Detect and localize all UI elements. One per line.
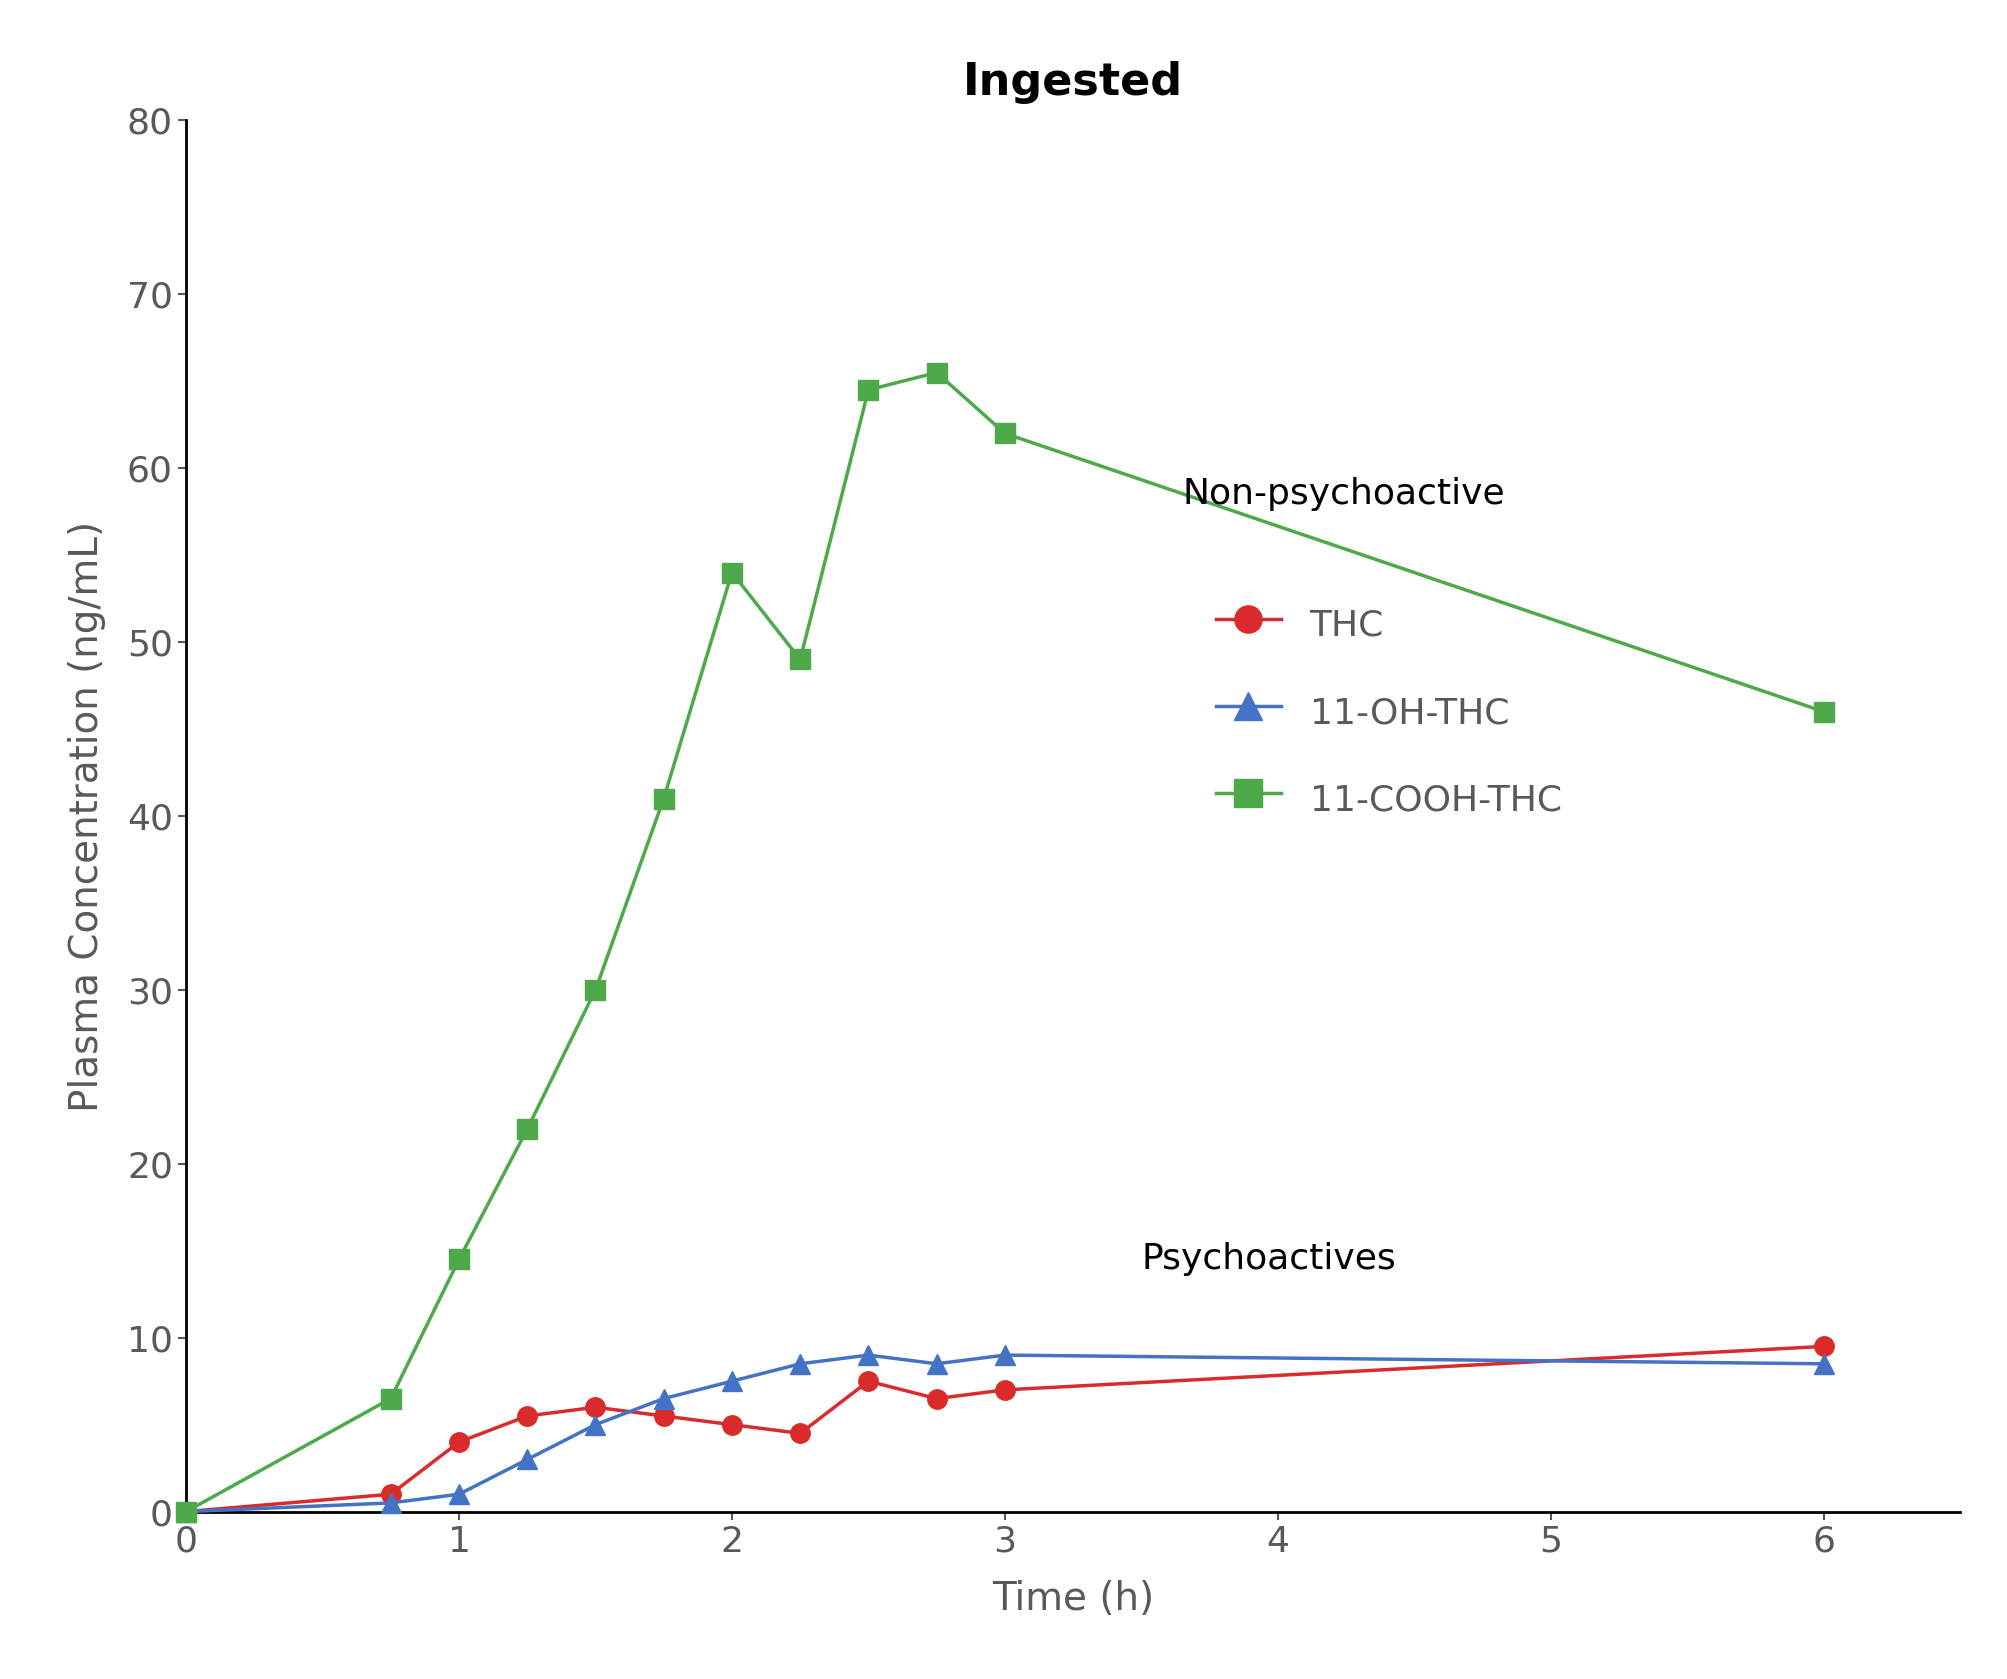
Y-axis label: Plasma Concentration (ng/mL): Plasma Concentration (ng/mL)	[68, 520, 106, 1111]
Line: 11-OH-THC: 11-OH-THC	[177, 1345, 1832, 1521]
11-COOH-THC	[855, 379, 879, 400]
X-axis label: Time (h): Time (h)	[991, 1580, 1154, 1617]
11-COOH-THC	[923, 363, 947, 383]
11-COOH-THC	[584, 981, 608, 1001]
11-COOH-THC	[991, 423, 1016, 443]
THC	[855, 1372, 879, 1392]
11-COOH-THC	[175, 1501, 199, 1521]
11-OH-THC	[516, 1449, 540, 1469]
THC	[175, 1501, 199, 1521]
THC	[516, 1405, 540, 1425]
11-OH-THC	[991, 1345, 1016, 1365]
Line: THC: THC	[177, 1336, 1832, 1521]
11-OH-THC	[448, 1484, 472, 1504]
11-COOH-THC	[787, 650, 811, 670]
THC	[721, 1415, 745, 1436]
11-OH-THC	[379, 1493, 403, 1513]
THC	[991, 1380, 1016, 1400]
11-COOH-THC	[448, 1249, 472, 1269]
Text: Psychoactives: Psychoactives	[1140, 1242, 1395, 1276]
11-OH-THC	[1810, 1353, 1834, 1373]
11-COOH-THC	[1810, 702, 1834, 722]
11-OH-THC	[855, 1345, 879, 1365]
Text: Non-psychoactive: Non-psychoactive	[1182, 477, 1503, 512]
11-OH-THC	[721, 1372, 745, 1392]
11-OH-THC	[923, 1353, 947, 1373]
11-OH-THC	[652, 1389, 676, 1409]
THC	[1810, 1336, 1834, 1357]
11-COOH-THC	[516, 1118, 540, 1138]
THC	[652, 1405, 676, 1425]
11-OH-THC	[175, 1501, 199, 1521]
11-COOH-THC	[721, 562, 745, 583]
THC	[379, 1484, 403, 1504]
11-OH-THC	[787, 1353, 811, 1373]
Line: 11-COOH-THC: 11-COOH-THC	[177, 363, 1832, 1521]
THC	[448, 1432, 472, 1452]
THC	[584, 1397, 608, 1417]
Title: Ingested: Ingested	[963, 62, 1182, 104]
11-COOH-THC	[652, 789, 676, 809]
11-COOH-THC	[379, 1389, 403, 1409]
THC	[923, 1389, 947, 1409]
THC	[787, 1424, 811, 1444]
Legend: THC, 11-OH-THC, 11-COOH-THC: THC, 11-OH-THC, 11-COOH-THC	[1196, 584, 1580, 838]
11-OH-THC	[584, 1415, 608, 1436]
